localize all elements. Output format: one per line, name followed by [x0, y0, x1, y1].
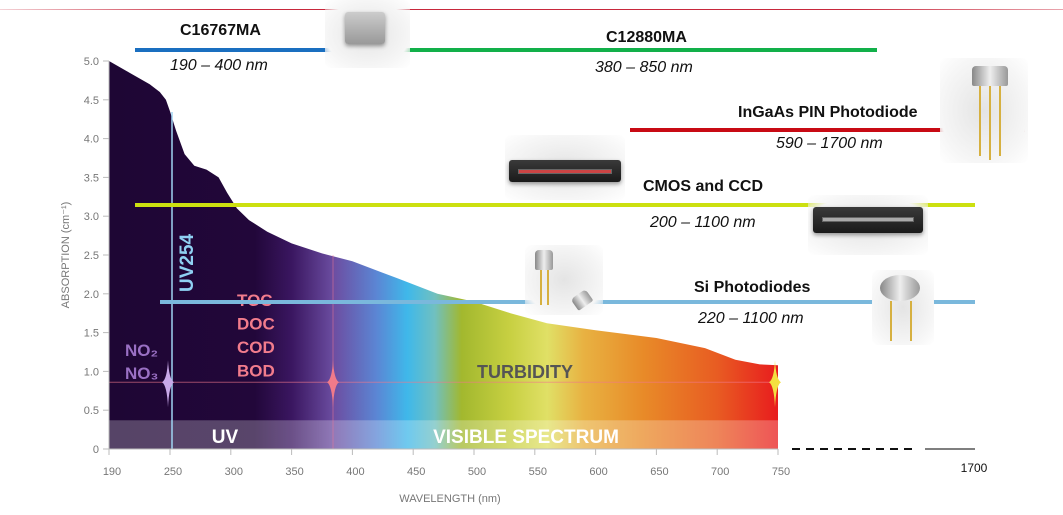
y-tick-label: 1.0	[84, 366, 99, 378]
sensor-bar-c16767ma	[135, 48, 367, 52]
c16767ma-image	[325, 0, 410, 68]
sensor-name: CMOS and CCD	[643, 178, 763, 195]
y-tick-label: 4.0	[84, 134, 99, 146]
x-tick-label: 650	[650, 466, 668, 478]
sensor-name: C16767MA	[180, 22, 261, 39]
absorption-area	[109, 61, 778, 449]
cmos-chip-image	[505, 135, 625, 200]
sensor-bar-ingaas	[630, 128, 1025, 132]
x-tick-label: 600	[589, 466, 607, 478]
organics-label: DOC	[237, 315, 275, 334]
sparkle-marker	[162, 360, 174, 408]
no3-label: NO₃	[125, 364, 158, 383]
sensor-range: 380 – 850 nm	[595, 59, 693, 76]
sensor-range: 220 – 1100 nm	[698, 310, 804, 327]
sensor-name: Si Photodiodes	[694, 279, 811, 296]
y-tick-label: 5.0	[84, 56, 99, 68]
x-break-label: 1700	[961, 461, 988, 475]
x-tick-label: 300	[225, 466, 243, 478]
header-rule	[0, 9, 1063, 10]
y-tick-label: 3.5	[84, 172, 99, 184]
sparkle-marker	[769, 360, 781, 408]
organics-label: BOD	[237, 362, 275, 381]
x-tick-label: 550	[529, 466, 547, 478]
x-tick-label: 400	[346, 466, 364, 478]
x-tick-label: 450	[407, 466, 425, 478]
sparkle-marker	[327, 360, 339, 408]
x-tick-label: 350	[285, 466, 303, 478]
sensor-range: 190 – 400 nm	[170, 57, 268, 74]
ccd-chip-image	[808, 195, 928, 255]
y-tick-label: 0	[93, 444, 99, 456]
uv254-label: UV254	[177, 233, 198, 292]
x-tick-label: 750	[772, 466, 790, 478]
y-axis-label: ABSORPTION (cm⁻¹)	[60, 202, 72, 309]
y-tick-label: 4.5	[84, 95, 99, 107]
band-label-uv: UV	[212, 427, 239, 448]
y-tick-label: 2.5	[84, 250, 99, 262]
sensor-range: 590 – 1700 nm	[776, 135, 883, 152]
y-tick-label: 0.5	[84, 405, 99, 417]
sensor-bar-cmos-ccd	[135, 203, 975, 207]
x-axis-label: WAVELENGTH (nm)	[399, 493, 500, 505]
sensor-bar-c12880ma	[373, 48, 877, 52]
si-photodiode-image-1	[525, 245, 603, 315]
sensor-name: C12880MA	[606, 29, 687, 46]
organics-label: COD	[237, 338, 275, 357]
band-label-visible: VISIBLE SPECTRUM	[433, 427, 619, 448]
y-tick-label: 2.0	[84, 289, 99, 301]
y-tick-label: 1.5	[84, 328, 99, 340]
sensor-range: 200 – 1100 nm	[650, 214, 756, 231]
x-tick-label: 190	[103, 466, 121, 478]
si-photodiode-image-2	[872, 270, 934, 345]
uv-visible-band	[109, 420, 778, 449]
x-tick-label: 700	[711, 466, 729, 478]
ingaas-photodiode-image	[940, 58, 1028, 163]
sensor-name: InGaAs PIN Photodiode	[738, 104, 918, 121]
x-tick-label: 250	[164, 466, 182, 478]
x-tick-label: 500	[468, 466, 486, 478]
y-tick-label: 3.0	[84, 211, 99, 223]
no2-label: NO₂	[125, 341, 158, 360]
turbidity-label: TURBIDITY	[477, 362, 573, 382]
